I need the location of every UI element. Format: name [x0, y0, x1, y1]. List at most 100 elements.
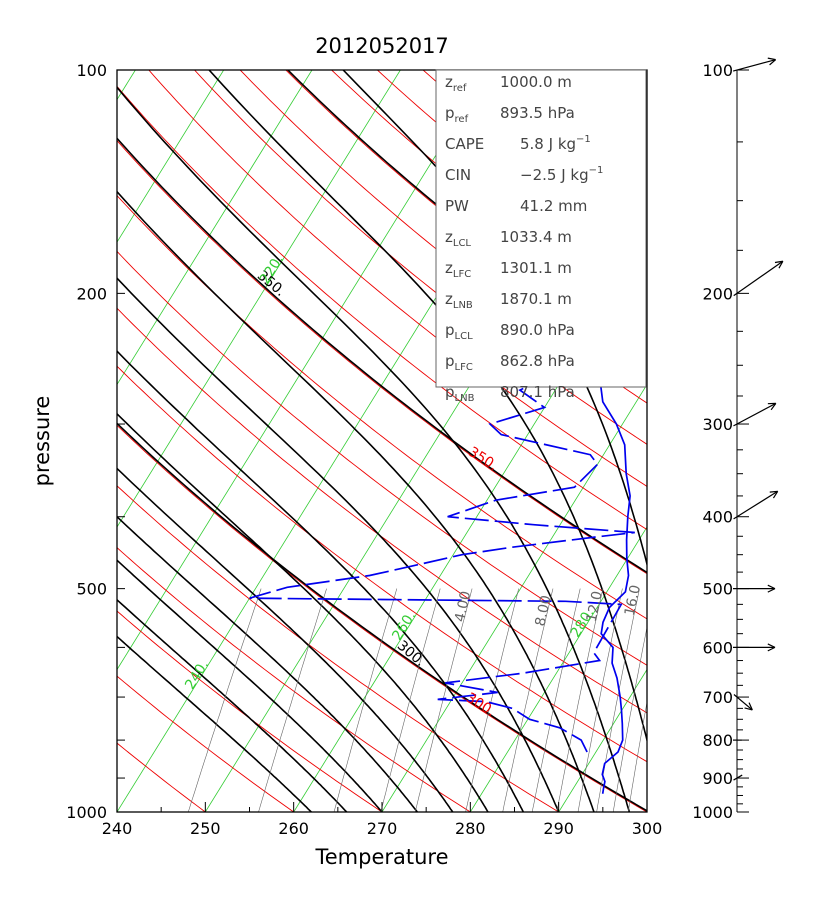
info-value: 1870.1 m — [500, 290, 572, 308]
moist-adiabat-line — [117, 350, 525, 812]
info-value: 1301.1 m — [500, 259, 572, 277]
dry-adiabat-line — [117, 250, 647, 666]
mixing-ratio-line — [531, 588, 581, 812]
mixing-ratio-line — [627, 700, 647, 812]
info-key: pLNB — [445, 383, 475, 404]
theta-e-line — [287, 70, 647, 363]
mixing-ratio-line — [465, 588, 519, 812]
info-key: zref — [445, 73, 467, 94]
moist-adiabat-line — [117, 598, 348, 812]
dry-adiabat-line — [117, 194, 647, 620]
x-tick-label: 250 — [190, 819, 221, 838]
mixing-ratio-line — [612, 625, 647, 812]
moist-adiabat-line — [117, 559, 383, 812]
wind-axis-label: 200 — [702, 284, 733, 303]
dry-adiabat-line — [117, 675, 294, 812]
y-tick-label: 100 — [76, 61, 107, 80]
moist-adiabat-line — [117, 277, 560, 812]
wind-axis-label: 300 — [702, 415, 733, 434]
info-key: zLNB — [445, 290, 473, 311]
isotherm-line — [117, 70, 136, 101]
x-tick-label: 270 — [367, 819, 398, 838]
dry-adiabat-line — [194, 70, 647, 445]
wind-axis-label: 800 — [702, 731, 733, 750]
info-value: 807.1 hPa — [500, 383, 575, 401]
dry-adiabat-line — [117, 307, 647, 714]
mixing-ratio-label: 16.0 — [622, 584, 644, 618]
dry-adiabat-line — [285, 70, 647, 364]
wind-barb — [733, 774, 743, 781]
mixing-ratio-line — [556, 588, 604, 812]
wind-barb — [733, 694, 753, 711]
info-key: pref — [445, 104, 469, 125]
mixing-ratio-line — [333, 588, 398, 812]
x-tick-label: 280 — [455, 819, 486, 838]
dry-adiabat-line — [117, 485, 559, 812]
dry-adiabat-line — [117, 547, 471, 812]
mixing-ratio-line — [380, 588, 441, 812]
y-tick-label: 500 — [76, 580, 107, 599]
wind-barb — [733, 490, 779, 520]
dry-adiabat-line — [117, 610, 383, 812]
mixing-ratio-line — [502, 588, 554, 812]
mixing-ratio-line — [596, 588, 640, 812]
y-axis-title: pressure — [30, 396, 54, 487]
y-tick-label: 1000 — [66, 803, 107, 822]
moist-adiabat-line — [117, 515, 418, 812]
mixing-ratio-label: 12.0 — [584, 590, 606, 624]
moist-adiabat-line — [117, 86, 631, 812]
theta-e-line — [117, 422, 647, 812]
x-tick-label: 290 — [543, 819, 574, 838]
moist-adiabat-label: 300. — [394, 638, 428, 670]
wind-axis-label: 1000 — [692, 803, 733, 822]
isotherm-line — [117, 70, 490, 671]
x-tick-label: 260 — [278, 819, 309, 838]
mixing-ratio-line — [414, 588, 473, 812]
wind-axis-label: 600 — [702, 638, 733, 657]
wind-barb — [733, 260, 784, 297]
mixing-ratio-line — [187, 588, 262, 812]
moist-adiabat-line — [117, 635, 312, 812]
info-value: 1000.0 m — [500, 73, 572, 91]
info-value: 5.8 J kg−1 — [520, 134, 591, 153]
wind-barb — [733, 584, 776, 593]
isotherm-line — [469, 526, 647, 812]
moist-adiabat-line — [117, 412, 489, 812]
dry-adiabat-line — [117, 365, 647, 763]
wind-axis-label: 400 — [702, 508, 733, 527]
info-value: 862.8 hPa — [500, 352, 575, 370]
mixing-ratio-line — [655, 589, 693, 812]
info-box-frame — [435, 69, 647, 388]
dry-adiabat-line — [239, 70, 647, 404]
mixing-ratio-line — [577, 588, 623, 812]
y-tick-label: 200 — [76, 284, 107, 303]
isotherm-line — [117, 70, 225, 243]
info-key: pLCL — [445, 321, 473, 342]
isotherm-line — [293, 241, 647, 812]
isotherm-label: 260. — [389, 608, 419, 643]
chart-title: 2012052017 — [315, 34, 449, 58]
wind-axis-label: 100 — [702, 61, 733, 80]
wind-axis-label: 900 — [702, 769, 733, 788]
dry-adiabat-line — [117, 85, 647, 531]
wind-barb — [733, 643, 776, 652]
isotherm-line — [117, 70, 401, 528]
info-value: 890.0 hPa — [500, 321, 575, 339]
info-value: 1033.4 m — [500, 228, 572, 246]
info-key: CAPE — [445, 135, 484, 153]
mixing-ratio-line — [258, 588, 327, 812]
info-key: pLFC — [445, 352, 473, 373]
x-tick-label: 300 — [632, 819, 663, 838]
dry-adiabat-line — [0, 70, 29, 812]
info-value: −2.5 J kg−1 — [520, 165, 603, 184]
mixing-ratio-label: 4.00 — [452, 590, 474, 624]
info-value: 893.5 hPa — [500, 104, 575, 122]
info-key: zLCL — [445, 228, 471, 249]
isotherm-line — [117, 70, 313, 386]
mixing-ratio-label: 8.00 — [532, 594, 554, 628]
moist-adiabat-label: 350. — [719, 603, 753, 635]
dry-adiabat-label: 350. — [465, 444, 500, 474]
moist-adiabat-line — [117, 190, 595, 812]
wind-barb — [733, 402, 777, 427]
info-key: PW — [445, 197, 469, 215]
